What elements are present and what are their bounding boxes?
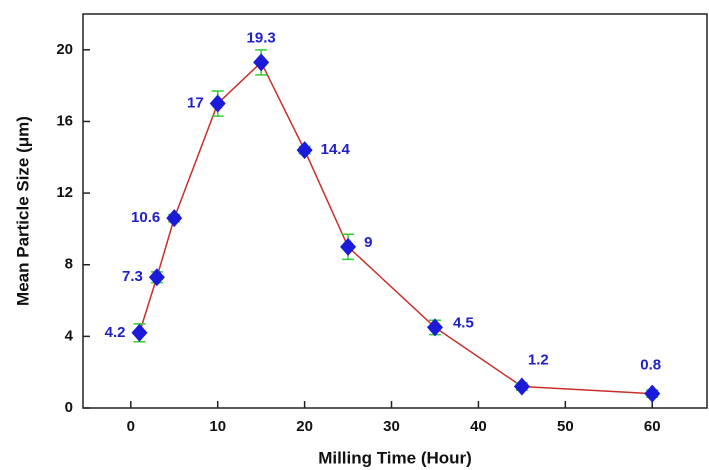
y-tick-label: 8 [65,256,73,273]
data-label: 4.5 [453,314,474,331]
y-tick-label: 20 [56,41,73,58]
series-line [138,61,653,395]
x-tick-label: 30 [383,418,400,435]
y-tick-label: 12 [56,184,73,201]
x-axis-title: Milling Time (Hour) [318,448,472,467]
marker [426,318,443,337]
y-tick-label: 16 [56,112,73,129]
data-label: 0.8 [640,357,661,374]
data-label: 9 [364,234,372,251]
data-label: 1.2 [528,351,549,368]
marker [166,209,183,228]
data-label: 17 [187,95,204,112]
marker [148,268,165,287]
x-tick-label: 50 [557,418,574,435]
marker [131,323,148,342]
data-label: 19.3 [247,29,276,46]
y-tick-label: 4 [65,327,74,344]
y-tick-label: 0 [65,399,73,416]
x-tick-label: 60 [644,418,661,435]
x-tick-label: 10 [209,418,226,435]
x-tick-label: 40 [470,418,487,435]
marker [209,94,226,113]
marker [253,53,270,72]
marker [513,377,530,396]
plot-frame [82,13,708,409]
x-tick-label: 20 [296,418,313,435]
x-tick-label: 0 [127,418,135,435]
data-label: 10.6 [131,209,160,226]
data-label: 7.3 [122,268,143,285]
y-axis-title: Mean Particle Size (μm) [13,116,32,306]
marker [644,384,661,403]
data-label: 4.2 [105,324,126,341]
marker [296,141,313,160]
marker [340,237,357,256]
data-label: 14.4 [321,141,351,158]
